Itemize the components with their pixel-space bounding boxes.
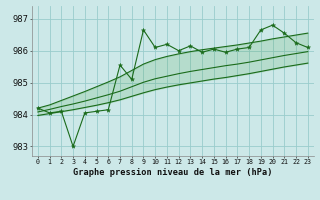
X-axis label: Graphe pression niveau de la mer (hPa): Graphe pression niveau de la mer (hPa): [73, 168, 273, 177]
